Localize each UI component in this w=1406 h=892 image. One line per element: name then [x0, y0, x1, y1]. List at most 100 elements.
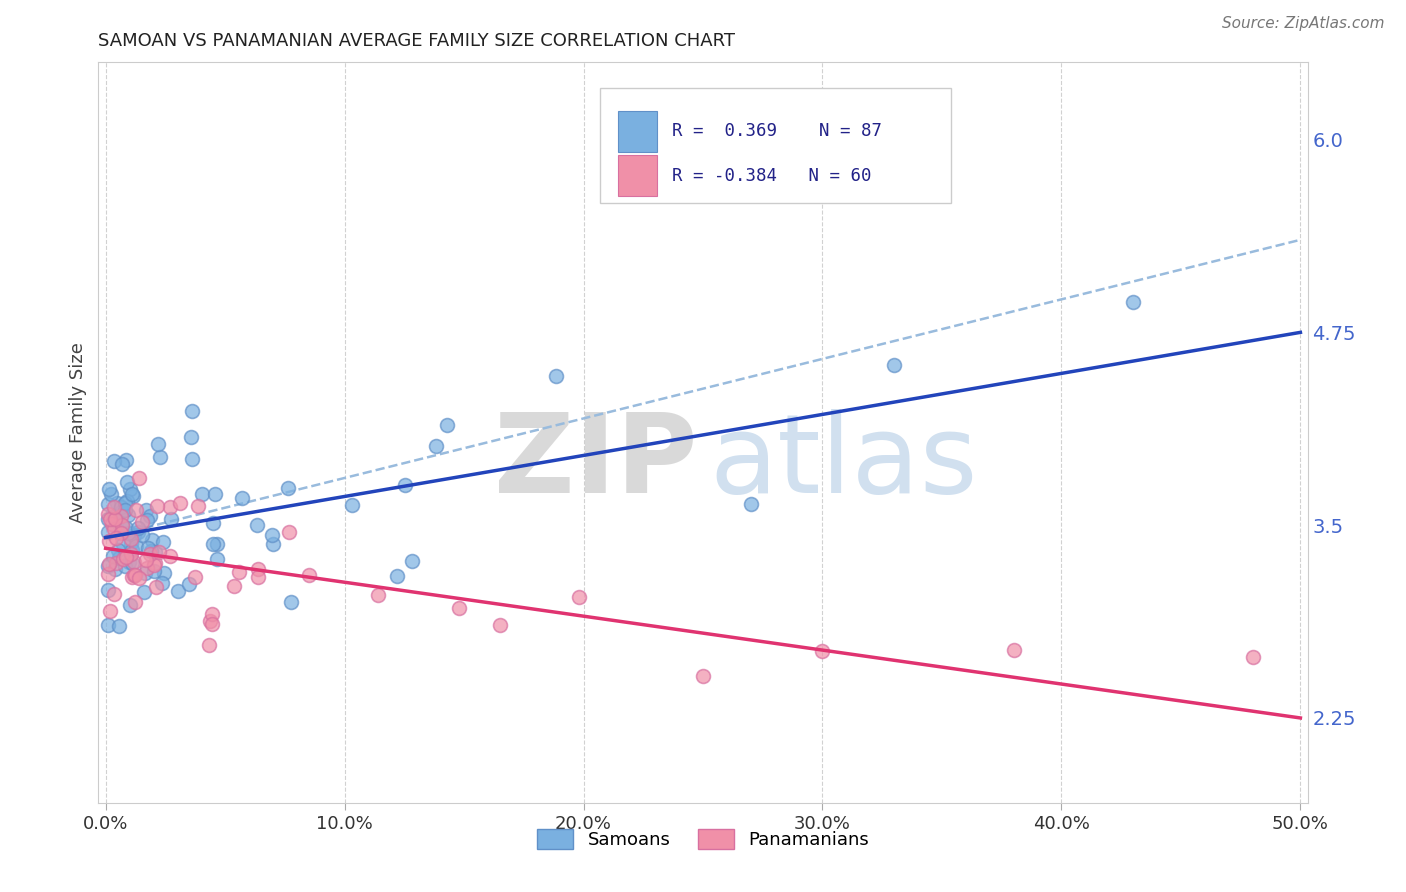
Point: [179, 577, 201, 591]
Point: [139, 508, 162, 523]
Point: [692, 669, 714, 683]
Point: [111, 457, 134, 471]
Point: [100, 487, 122, 501]
Point: [103, 509, 125, 524]
Point: [114, 559, 136, 574]
Point: [204, 487, 226, 501]
Point: [568, 590, 591, 604]
Point: [97, 557, 120, 571]
Text: SAMOAN VS PANAMANIAN AVERAGE FAMILY SIZE CORRELATION CHART: SAMOAN VS PANAMANIAN AVERAGE FAMILY SIZE…: [98, 32, 735, 50]
Point: [145, 581, 167, 595]
Point: [115, 549, 138, 564]
Point: [103, 587, 125, 601]
Point: [121, 570, 143, 584]
Point: [135, 503, 157, 517]
Point: [138, 547, 160, 561]
FancyBboxPatch shape: [600, 88, 950, 203]
Point: [277, 481, 299, 495]
Point: [128, 572, 150, 586]
Point: [740, 497, 762, 511]
Point: [141, 533, 163, 547]
Point: [367, 588, 389, 602]
Point: [187, 500, 209, 514]
Point: [100, 516, 122, 531]
Point: [143, 545, 166, 559]
Point: [425, 439, 447, 453]
Point: [117, 508, 139, 523]
Point: [811, 644, 834, 658]
Point: [114, 521, 136, 535]
Point: [394, 478, 416, 492]
Point: [111, 518, 134, 533]
Point: [135, 561, 157, 575]
Point: [143, 564, 166, 578]
Point: [883, 358, 905, 372]
Point: [1002, 643, 1025, 657]
Point: [97, 583, 120, 598]
Point: [169, 496, 191, 510]
Point: [231, 491, 253, 505]
Point: [262, 528, 284, 542]
Point: [436, 418, 458, 433]
Point: [97, 534, 120, 549]
Y-axis label: Average Family Size: Average Family Size: [69, 343, 87, 523]
Point: [122, 555, 145, 569]
Point: [122, 567, 145, 582]
Point: [143, 556, 166, 570]
Point: [103, 453, 125, 467]
Point: [105, 556, 128, 570]
Point: [111, 518, 134, 533]
Point: [124, 594, 146, 608]
Point: [139, 544, 162, 558]
Point: [131, 515, 153, 529]
Point: [105, 514, 128, 528]
Point: [104, 562, 127, 576]
Point: [247, 562, 270, 576]
Point: [190, 487, 212, 501]
Point: [1241, 650, 1264, 665]
Point: [98, 604, 121, 618]
Point: [128, 471, 150, 485]
Point: [111, 503, 134, 517]
Point: [112, 552, 135, 566]
Point: [118, 598, 141, 612]
Point: [121, 542, 143, 557]
Text: ZIP: ZIP: [494, 409, 697, 516]
Point: [159, 549, 181, 563]
Point: [97, 512, 120, 526]
Point: [180, 404, 202, 418]
Point: [127, 521, 149, 535]
Point: [159, 500, 181, 514]
Point: [120, 547, 142, 561]
Point: [167, 584, 190, 599]
Point: [152, 534, 174, 549]
Point: [122, 490, 145, 504]
Point: [153, 566, 176, 580]
Point: [108, 618, 131, 632]
Point: [103, 500, 125, 515]
Point: [247, 570, 270, 584]
Point: [136, 541, 159, 555]
Point: [278, 525, 301, 540]
Point: [198, 638, 221, 652]
Point: [125, 540, 148, 554]
Point: [98, 483, 121, 497]
Point: [97, 567, 120, 582]
Point: [179, 430, 201, 444]
Point: [120, 482, 142, 496]
Point: [198, 614, 221, 628]
Point: [131, 528, 153, 542]
FancyBboxPatch shape: [619, 155, 657, 196]
Point: [101, 549, 124, 563]
Point: [125, 503, 148, 517]
Point: [180, 451, 202, 466]
Point: [124, 568, 146, 582]
Text: R = -0.384   N = 60: R = -0.384 N = 60: [672, 167, 872, 185]
Point: [111, 537, 134, 551]
Point: [544, 368, 567, 383]
Point: [104, 511, 127, 525]
Point: [108, 550, 131, 565]
Point: [135, 553, 157, 567]
Point: [150, 576, 173, 591]
Point: [143, 558, 166, 572]
